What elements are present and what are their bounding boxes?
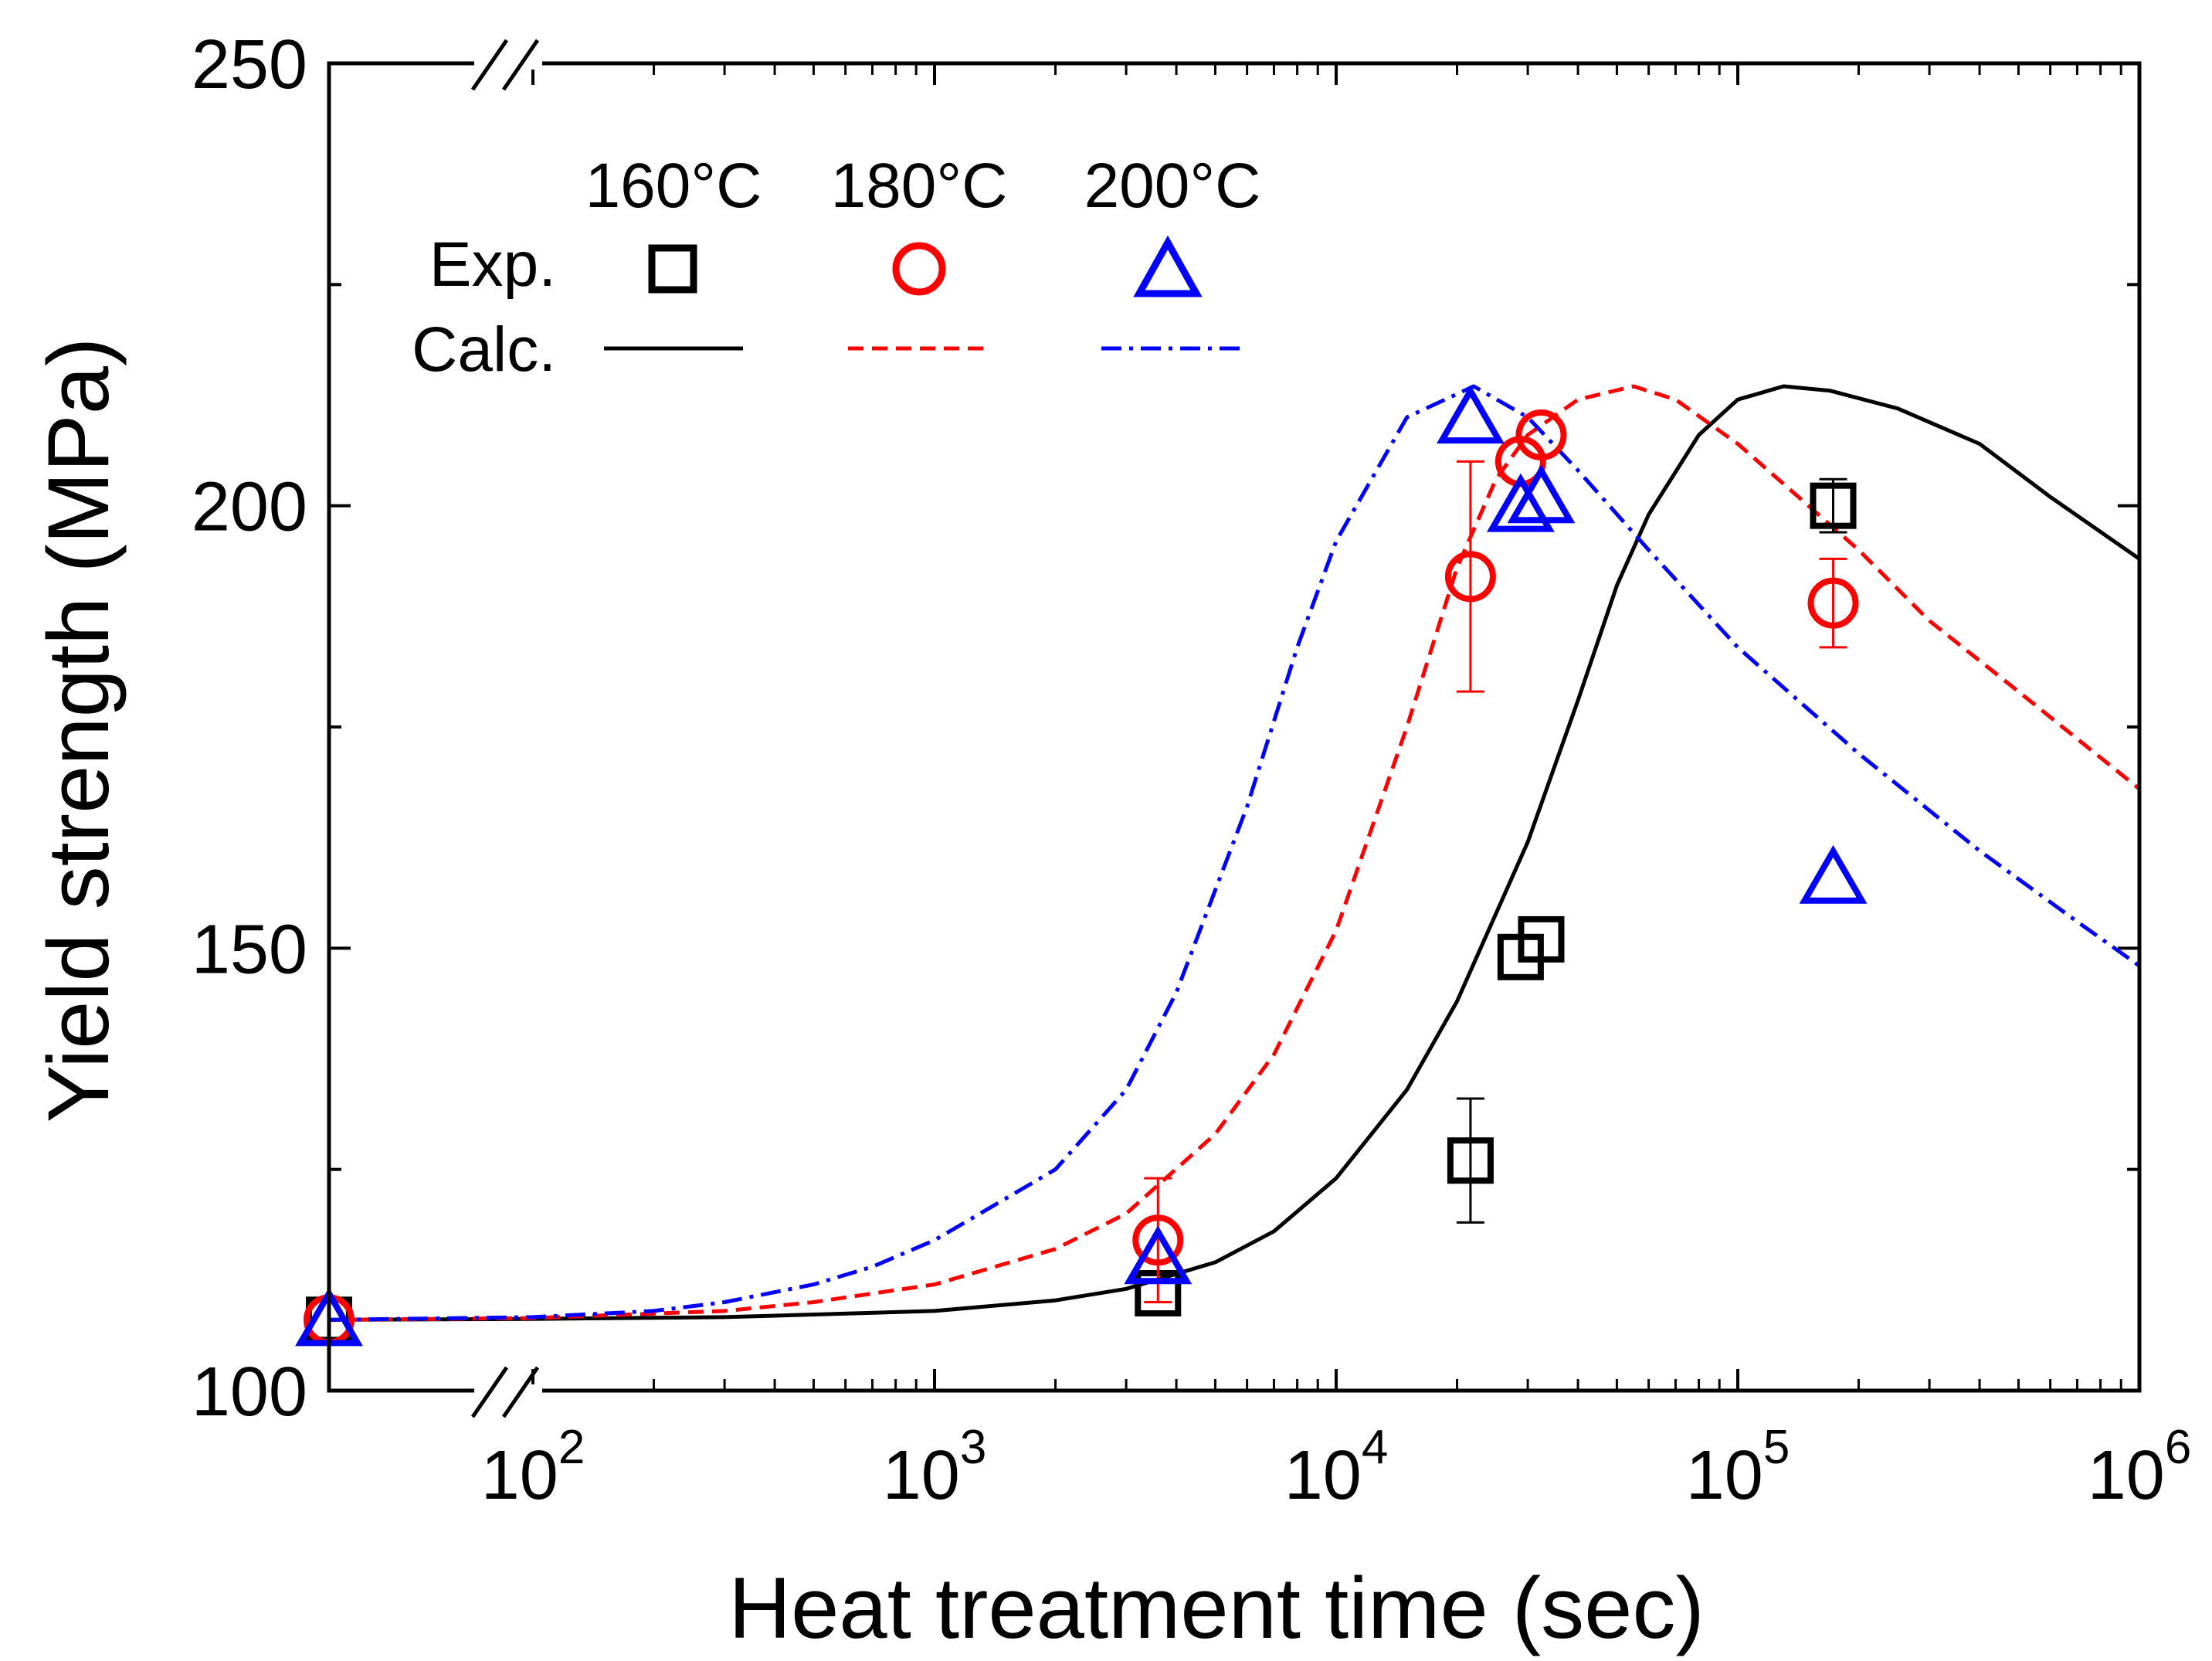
y-axis-break-top	[470, 39, 542, 91]
exp-point-180	[1132, 1214, 1184, 1266]
exp-point-160	[1810, 482, 1857, 529]
curves-layer	[328, 384, 2141, 1322]
x-tick-exponent: 3	[960, 1421, 986, 1474]
x-tick-exponent: 2	[558, 1421, 585, 1474]
x-axis-label: Heat treatment time (sec)	[728, 1560, 1705, 1656]
points-layer	[295, 385, 1868, 1347]
x-axis-break	[470, 1366, 542, 1418]
calc-curve-160	[328, 384, 2141, 1322]
y-tick-label: 250	[192, 26, 307, 104]
legend-triangle-marker	[1133, 235, 1203, 297]
exp-point-200	[1799, 844, 1868, 904]
exp-point-180	[1444, 551, 1496, 603]
exp-point-160	[1518, 915, 1565, 963]
exp-point-200	[1124, 1225, 1193, 1285]
y-tick-label: 200	[192, 469, 307, 546]
x-tick-exponent: 6	[2165, 1421, 2191, 1474]
exp-point-180	[1515, 409, 1567, 461]
y-tick-label: 100	[192, 1354, 307, 1431]
legend-circle-marker	[892, 242, 946, 296]
exp-point-160	[1447, 1137, 1494, 1184]
legend-header-200: 200°C	[1084, 151, 1261, 221]
exp-point-200	[1436, 385, 1505, 444]
x-tick-exponent: 4	[1362, 1421, 1388, 1474]
legend-header-180: 180°C	[831, 151, 1008, 221]
exp-point-180	[1807, 577, 1859, 629]
legend-row-calc: Calc.	[412, 314, 556, 385]
y-axis-label: Yield strength (MPa)	[30, 338, 127, 1123]
exp-point-200	[1486, 473, 1555, 532]
x-tick-label: 102	[481, 1421, 585, 1514]
legend-header-160: 160°C	[585, 151, 762, 221]
plot-frame	[327, 61, 2142, 1393]
legend-square-marker	[648, 244, 697, 294]
calc-curve-200	[328, 384, 2141, 1322]
legend-row-exp: Exp.	[429, 229, 556, 300]
y-tick-label: 150	[192, 911, 307, 988]
exp-point-200	[1507, 464, 1576, 524]
x-tick-exponent: 5	[1763, 1421, 1790, 1474]
